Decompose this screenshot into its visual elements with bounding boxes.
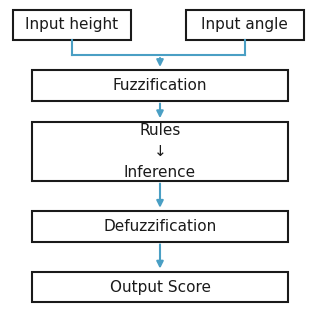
Text: Input height: Input height [25, 17, 119, 32]
FancyBboxPatch shape [32, 211, 288, 242]
FancyBboxPatch shape [32, 122, 288, 181]
Text: Output Score: Output Score [109, 280, 211, 295]
Text: Defuzzification: Defuzzification [103, 219, 217, 234]
Text: Rules
↓
Inference: Rules ↓ Inference [124, 123, 196, 180]
FancyBboxPatch shape [32, 272, 288, 302]
FancyBboxPatch shape [32, 70, 288, 101]
FancyBboxPatch shape [186, 10, 304, 40]
Text: Fuzzification: Fuzzification [113, 78, 207, 93]
FancyBboxPatch shape [13, 10, 131, 40]
Text: Input angle: Input angle [201, 17, 288, 32]
